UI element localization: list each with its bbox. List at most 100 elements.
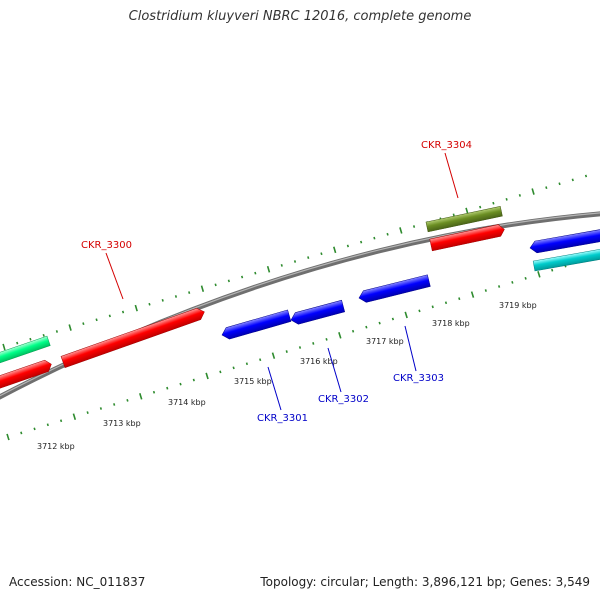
gene-ckr-3303[interactable] [358,274,431,304]
inner-major-tick [404,311,408,319]
outer-minor-tick [161,298,164,302]
gene-ckr-3301[interactable] [220,309,292,341]
inner-major-tick [139,393,143,400]
inner-minor-tick [179,382,182,386]
outer-minor-tick [95,318,98,322]
inner-minor-tick [33,427,36,431]
outer-major-tick [134,304,138,312]
inner-major-tick [205,372,209,380]
inner-tick-track [6,256,594,441]
outer-major-tick [531,188,535,195]
gene-label-ckr-3304[interactable]: CKR_3304 [421,140,472,151]
outer-minor-tick [386,232,389,236]
outer-minor-tick [558,182,561,186]
outer-minor-tick [360,240,363,244]
outer-major-tick [266,265,271,273]
inner-major-tick [72,413,77,420]
inner-minor-tick [298,346,302,349]
inner-minor-tick [219,370,222,374]
gene-label-ckr-3302[interactable]: CKR_3302 [318,394,369,405]
inner-minor-tick [285,350,288,353]
leader-ckr-3301 [267,366,282,411]
inner-minor-tick [20,431,23,435]
inner-major-tick [271,352,276,359]
inner-minor-tick [312,342,315,345]
inner-minor-tick [378,321,381,325]
gene-cds-red-left[interactable] [0,359,53,392]
scale-label-3717: 3717 kbp [366,337,404,346]
reverse-strand-genes [220,227,600,341]
outer-major-tick [200,285,205,292]
gene-cds-teal-right[interactable] [532,246,600,272]
outer-minor-tick [518,194,521,197]
inner-minor-tick [59,419,63,423]
inner-minor-tick [391,317,395,321]
scale-labels: 3712 kbp 3713 kbp 3714 kbp 3715 kbp 3716… [37,301,537,451]
gene-ckr-3304[interactable] [425,206,503,233]
outer-major-tick [399,227,403,234]
outer-minor-tick [240,275,244,279]
inner-minor-tick [152,390,156,394]
outer-minor-tick [42,333,45,337]
scale-label-3713: 3713 kbp [103,419,141,428]
outer-minor-tick [412,225,416,228]
outer-minor-tick [293,260,297,263]
outer-minor-tick [227,279,230,283]
gene-cds-blue-right[interactable] [529,227,600,254]
inner-minor-tick [458,297,461,301]
inner-major-tick [537,270,541,278]
outer-minor-tick [82,322,85,326]
outer-minor-tick [121,310,125,314]
inner-minor-tick [511,281,514,284]
gene-label-ckr-3301[interactable]: CKR_3301 [257,413,308,424]
outer-minor-tick [307,256,310,259]
outer-minor-tick [214,283,217,287]
gene-cds-spring[interactable] [0,335,51,367]
outer-minor-tick [55,330,59,333]
scale-label-3714: 3714 kbp [168,398,206,407]
inner-minor-tick [86,411,89,414]
inner-major-tick [338,332,342,339]
topology-text: Topology: circular; Length: 3,896,121 bp… [260,575,590,589]
gene-ckr-3300[interactable] [60,306,206,368]
outer-minor-tick [108,314,111,318]
inner-minor-tick [497,285,501,288]
outer-minor-tick [492,201,495,205]
inner-minor-tick [259,358,262,362]
outer-minor-tick [174,295,178,298]
outer-minor-tick [280,264,283,267]
inner-minor-tick [232,366,235,370]
leader-ckr-3304 [444,152,459,199]
outer-major-tick [333,246,337,254]
inner-minor-tick [46,423,49,427]
scale-label-3718: 3718 kbp [432,319,470,328]
gene-label-ckr-3300[interactable]: CKR_3300 [81,240,132,251]
inner-minor-tick [325,337,328,341]
inner-minor-tick [431,305,434,309]
leader-ckr-3302 [327,347,342,393]
gene-labels: CKR_3300 CKR_3304 CKR_3301 CKR_3302 CKR_… [81,140,472,424]
inner-major-tick [6,433,10,441]
map-title: Clostridium kluyveri NBRC 12016, complet… [128,9,472,24]
inner-major-tick [470,291,475,298]
gene-ckr-3302[interactable] [289,299,346,326]
outer-minor-tick [254,271,257,275]
inner-minor-tick [192,378,195,382]
inner-minor-tick [99,407,103,410]
outer-minor-tick [188,291,191,294]
outer-minor-tick [452,213,455,217]
outer-minor-tick [505,197,508,201]
outer-minor-tick [479,205,482,209]
outer-minor-tick [584,174,588,178]
inner-minor-tick [245,362,249,366]
scale-label-3716: 3716 kbp [300,357,338,366]
scale-label-3715: 3715 kbp [234,377,272,386]
gene-label-ckr-3303[interactable]: CKR_3303 [393,373,444,384]
inner-minor-tick [126,399,129,402]
scale-label-3712: 3712 kbp [37,442,75,451]
inner-minor-tick [418,309,421,313]
inner-minor-tick [113,403,116,406]
gene-cds-red-right[interactable] [429,224,506,252]
inner-minor-tick [551,268,554,272]
